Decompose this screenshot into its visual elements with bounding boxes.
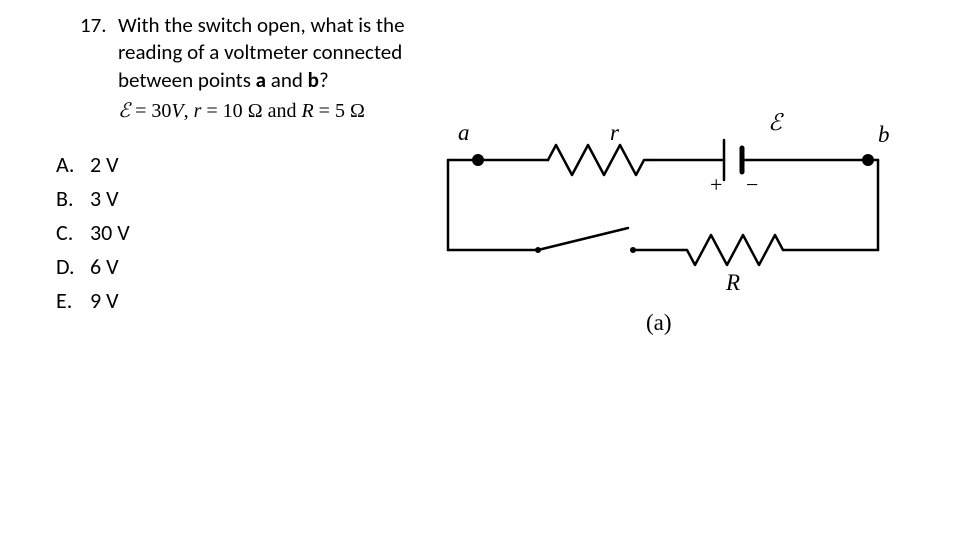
q-line3-mid: and <box>266 67 308 93</box>
q-line3-suffix: ? <box>319 67 329 93</box>
q-point-a: a <box>256 67 266 93</box>
battery-minus: − <box>746 172 758 197</box>
question-block: 17. With the switch open, what is the re… <box>84 12 444 124</box>
option-a: A.2 V <box>56 148 130 182</box>
node-b <box>862 154 874 166</box>
option-c-value: 30 V <box>90 216 130 250</box>
omega2: Ω <box>350 100 365 122</box>
given-parameters: ℰ = 30V, r = 10 Ω and R = 5 Ω <box>118 98 444 124</box>
answer-options: A.2 V B.3 V C.30 V D.6 V E.9 V <box>56 148 130 318</box>
R-symbol: R <box>301 100 313 122</box>
emf-unit: V <box>171 100 183 122</box>
option-e-letter: E. <box>56 284 90 318</box>
option-b-letter: B. <box>56 182 90 216</box>
circuit-diagram: a r ℰ b + − R (a) <box>428 100 898 360</box>
option-c-letter: C. <box>56 216 90 250</box>
option-e-value: 9 V <box>90 284 119 318</box>
option-c: C.30 V <box>56 216 130 250</box>
option-a-value: 2 V <box>90 148 119 182</box>
physics-question-slide: 17. With the switch open, what is the re… <box>0 0 960 540</box>
R-eq: = 5 <box>314 100 350 122</box>
option-d: D.6 V <box>56 250 130 284</box>
question-number: 17. <box>80 12 107 39</box>
option-d-letter: D. <box>56 250 90 284</box>
battery-plus: + <box>710 172 722 197</box>
sep1: , <box>184 100 194 122</box>
figure-caption: (a) <box>646 310 672 335</box>
option-b-value: 3 V <box>90 182 119 216</box>
q-line2: reading of a voltmeter connected <box>118 39 402 65</box>
question-text: With the switch open, what is the readin… <box>118 12 444 94</box>
option-a-letter: A. <box>56 148 90 182</box>
emf-eq: = 30 <box>130 100 171 122</box>
label-b: b <box>878 122 890 147</box>
circuit-svg: a r ℰ b + − R (a) <box>428 100 898 360</box>
omega1: Ω <box>248 100 263 122</box>
label-emf: ℰ <box>768 110 784 135</box>
node-a <box>472 154 484 166</box>
q-point-b: b <box>308 67 319 93</box>
option-d-value: 6 V <box>90 250 119 284</box>
r-eq: = 10 <box>201 100 247 122</box>
label-r: r <box>610 120 620 145</box>
label-a: a <box>458 120 470 145</box>
q-line3-prefix: between points <box>118 67 256 93</box>
q-line1: With the switch open, what is the <box>118 12 405 38</box>
option-b: B.3 V <box>56 182 130 216</box>
label-R-resistor: R <box>725 270 740 295</box>
option-e: E.9 V <box>56 284 130 318</box>
sep2: and <box>263 100 302 122</box>
emf-symbol: ℰ <box>118 100 130 122</box>
